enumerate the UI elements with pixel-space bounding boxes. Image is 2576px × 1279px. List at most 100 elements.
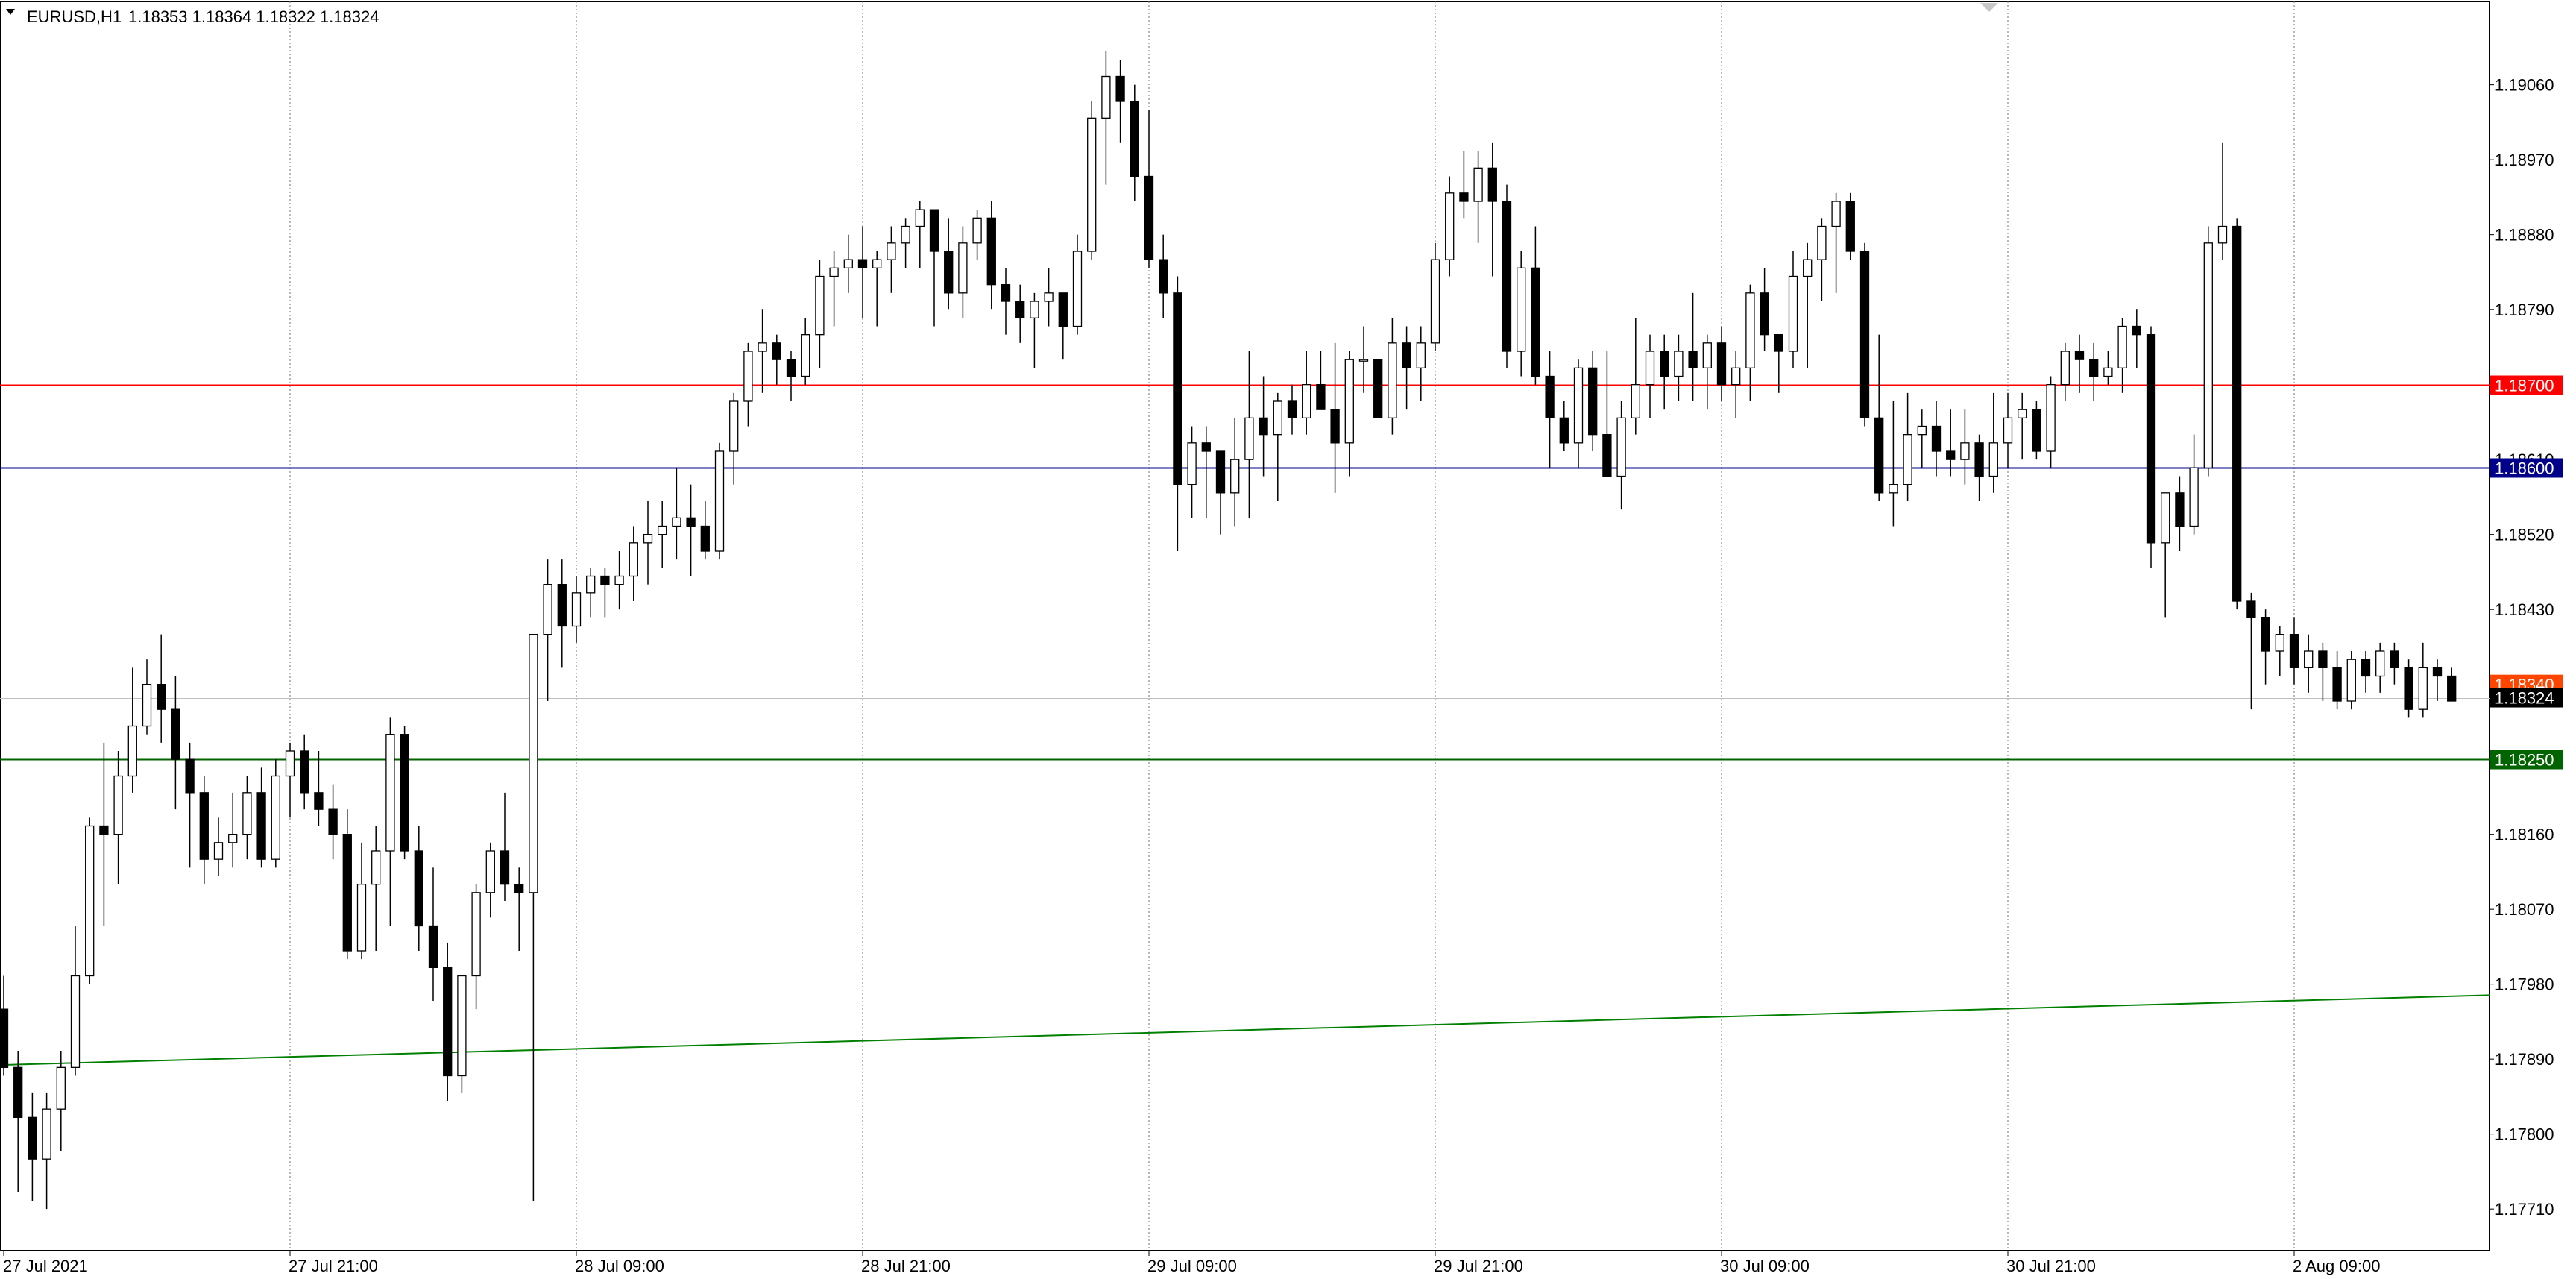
candle-body-bear [1144, 175, 1154, 260]
candle-body-bull [85, 825, 95, 977]
candle-body-bull [1702, 342, 1712, 368]
y-tick-label: 1.17710 [2495, 1200, 2554, 1219]
candle [600, 568, 610, 618]
candle [1803, 242, 1813, 368]
time-axis[interactable]: 27 Jul 2021 27 Jul 21:00 28 Jul 09:00 28 Ju… [3, 1251, 2576, 1275]
candle [356, 842, 367, 960]
candle [829, 251, 839, 327]
grid [289, 1, 2295, 1251]
candle-body-bear [1215, 450, 1226, 494]
candle [643, 501, 653, 585]
candle-body-bull [142, 684, 152, 727]
candle-body-bull [586, 575, 596, 594]
candle [958, 226, 968, 318]
candle [1502, 184, 1512, 368]
candle-body-bear [99, 825, 109, 835]
y-tick-label: 1.18970 [2495, 151, 2554, 169]
candle-body-bull [2117, 325, 2127, 368]
candle [1302, 351, 1311, 435]
candle-body-bear [2146, 334, 2156, 544]
candle [1030, 292, 1039, 368]
last-price-tag-label: 1.18324 [2495, 689, 2554, 708]
candle [1058, 292, 1068, 360]
candle-body-bear [1130, 101, 1139, 177]
candle-body-bull [127, 725, 137, 777]
candle-body-bear [600, 575, 610, 585]
candle-body-bull [1445, 192, 1455, 260]
candle [213, 817, 224, 876]
candle-body-bull [1030, 301, 1039, 318]
candle [1716, 326, 1727, 401]
candle-body-bear [1660, 351, 1669, 377]
price-axis[interactable]: 1.190601.189701.188801.187901.186101.185… [2490, 76, 2554, 1219]
candle-body-bear [1602, 434, 1612, 477]
candle [1273, 392, 1282, 501]
candle-body-bull [829, 267, 839, 277]
candle-body-bear [1545, 375, 1555, 418]
candle-body-bear [28, 1116, 37, 1160]
candle-body-bull [1358, 359, 1369, 362]
candle [428, 867, 438, 1001]
candle-body-bear [1287, 400, 1297, 418]
shift-marker-icon[interactable] [1980, 3, 1998, 12]
candle [2361, 651, 2371, 693]
candle-body-bull [2103, 367, 2113, 377]
candle [529, 634, 538, 1201]
candle [1559, 401, 1569, 451]
candle [1230, 418, 1240, 527]
support-blue-tag [2490, 458, 2563, 478]
candle-body-bear [300, 750, 309, 794]
candle [2217, 142, 2228, 260]
candle-body-bull [801, 334, 810, 377]
candle-body-bull [672, 517, 681, 527]
candle [1946, 409, 1956, 477]
candle [1602, 351, 1612, 477]
candle [1960, 409, 1970, 485]
candle [2018, 392, 2027, 460]
candle-body-bear [2361, 659, 2371, 677]
candle-body-bear [1859, 251, 1870, 418]
candle [1931, 401, 1942, 477]
x-tick-label: 27 Jul 21:00 [289, 1257, 378, 1275]
candle [1674, 334, 1684, 401]
candle-body-bear [1774, 334, 1783, 352]
trendline-layer [0, 994, 2490, 1066]
candle-body-bull [1960, 442, 1970, 460]
symbol-menu-arrow-icon[interactable] [6, 9, 15, 15]
candle [686, 484, 696, 576]
candle [1631, 318, 1640, 435]
candle [385, 717, 395, 926]
candle-body-bull [2346, 659, 2356, 702]
candle-body-bull [2304, 650, 2314, 668]
candle-body-bull [2375, 650, 2385, 677]
candle [714, 442, 725, 560]
candle-body-bull [1101, 75, 1111, 119]
candle-body-bear [1502, 201, 1512, 352]
candle-body-bear [1201, 442, 1211, 452]
candle-body-bear [1487, 167, 1497, 202]
candle [2117, 318, 2127, 393]
candle [629, 526, 638, 601]
candle [1731, 351, 1741, 418]
candle-body-bull [543, 584, 552, 635]
candle [514, 867, 524, 951]
candle-body-bull [485, 850, 495, 893]
candle-body-bull [2189, 467, 2199, 527]
candle-body-bull [2203, 242, 2213, 468]
candle [242, 776, 252, 860]
x-tick-label: 27 Jul 2021 [3, 1257, 88, 1275]
candle [815, 260, 825, 368]
candle [42, 1092, 51, 1210]
trendline [0, 994, 2490, 1066]
candle [28, 1092, 37, 1201]
candle [758, 309, 767, 393]
candle [443, 942, 453, 1101]
candle-body-bear [0, 1008, 9, 1068]
candle-body-bear [772, 342, 781, 360]
candle [1745, 284, 1755, 401]
candle-body-bear [2447, 675, 2457, 702]
